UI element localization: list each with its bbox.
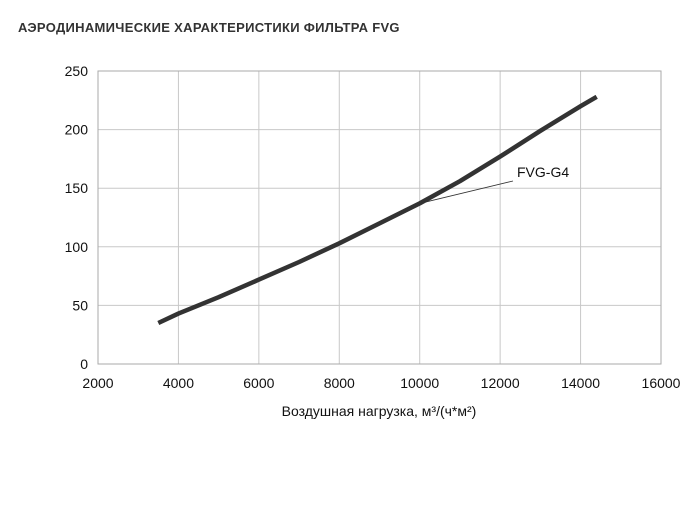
plot-border	[97, 70, 662, 365]
x-tick-label: 12000	[481, 375, 520, 391]
series-label: FVG-G4	[517, 164, 569, 180]
x-tick-label: 8000	[324, 375, 355, 391]
x-tick-label: 10000	[400, 375, 439, 391]
y-tick-label: 250	[65, 63, 89, 79]
line-series	[157, 94, 598, 326]
x-tick-label: 16000	[642, 375, 681, 391]
leader-line	[419, 180, 514, 204]
x-tick-label: 6000	[243, 375, 274, 391]
x-axis-label: Воздушная нагрузка, м³/(ч*м²)	[282, 403, 477, 419]
y-tick-label: 0	[80, 356, 88, 372]
chart-title: АЭРОДИНАМИЧЕСКИЕ ХАРАКТЕРИСТИКИ ФИЛЬТРА …	[18, 20, 400, 35]
y-tick-label: 150	[65, 180, 89, 196]
y-tick-label: 200	[65, 122, 89, 138]
x-tick-label: 14000	[561, 375, 600, 391]
x-tick-label: 4000	[163, 375, 194, 391]
y-tick-label: 50	[72, 297, 88, 313]
x-tick-label: 2000	[82, 375, 113, 391]
y-tick-label: 100	[65, 239, 89, 255]
